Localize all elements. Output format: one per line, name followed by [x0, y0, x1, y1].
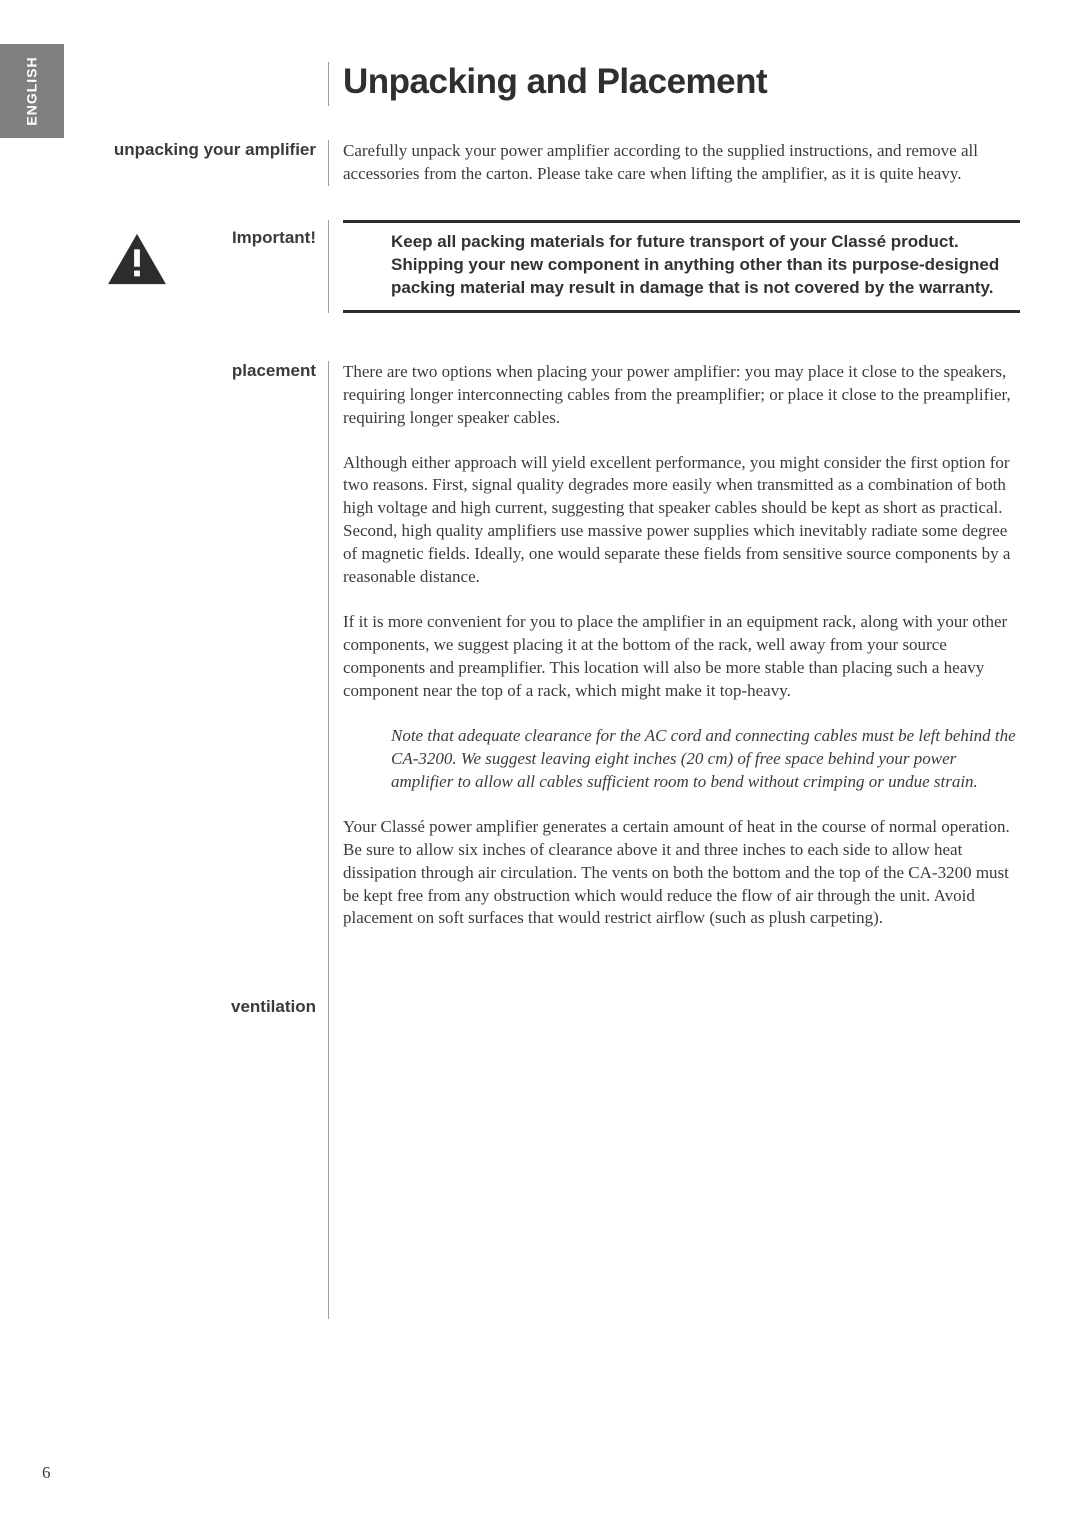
title-row: Unpacking and Placement — [100, 62, 1020, 106]
language-tab: ENGLISH — [0, 44, 64, 138]
content-area: Unpacking and Placement unpacking your a… — [100, 62, 1020, 1319]
placement-p3: If it is more convenient for you to plac… — [343, 611, 1020, 703]
section-unpacking: unpacking your amplifier Carefully unpac… — [100, 140, 1020, 186]
section-placement: placement ventilation There are two opti… — [100, 361, 1020, 1319]
section-important: Important! Keep all packing materials fo… — [100, 220, 1020, 313]
page-number: 6 — [42, 1463, 51, 1483]
page-title: Unpacking and Placement — [343, 62, 1020, 102]
important-box: Keep all packing materials for future tr… — [343, 220, 1020, 313]
important-text: Keep all packing materials for future tr… — [391, 232, 999, 297]
language-label: ENGLISH — [24, 56, 40, 125]
placement-label: placement — [100, 361, 328, 381]
unpacking-label: unpacking your amplifier — [100, 140, 328, 160]
placement-p2: Although either approach will yield exce… — [343, 452, 1020, 590]
placement-p1: There are two options when placing your … — [343, 361, 1020, 430]
placement-note: Note that adequate clearance for the AC … — [343, 725, 1020, 794]
ventilation-text: Your Classé power amplifier generates a … — [343, 816, 1020, 931]
placement-note-text: Note that adequate clearance for the AC … — [391, 725, 1020, 794]
unpacking-text: Carefully unpack your power amplifier ac… — [343, 140, 1020, 186]
page: ENGLISH Unpacking and Placement unpackin… — [0, 0, 1080, 1527]
ventilation-label: ventilation — [100, 997, 328, 1017]
warning-icon — [106, 232, 168, 286]
